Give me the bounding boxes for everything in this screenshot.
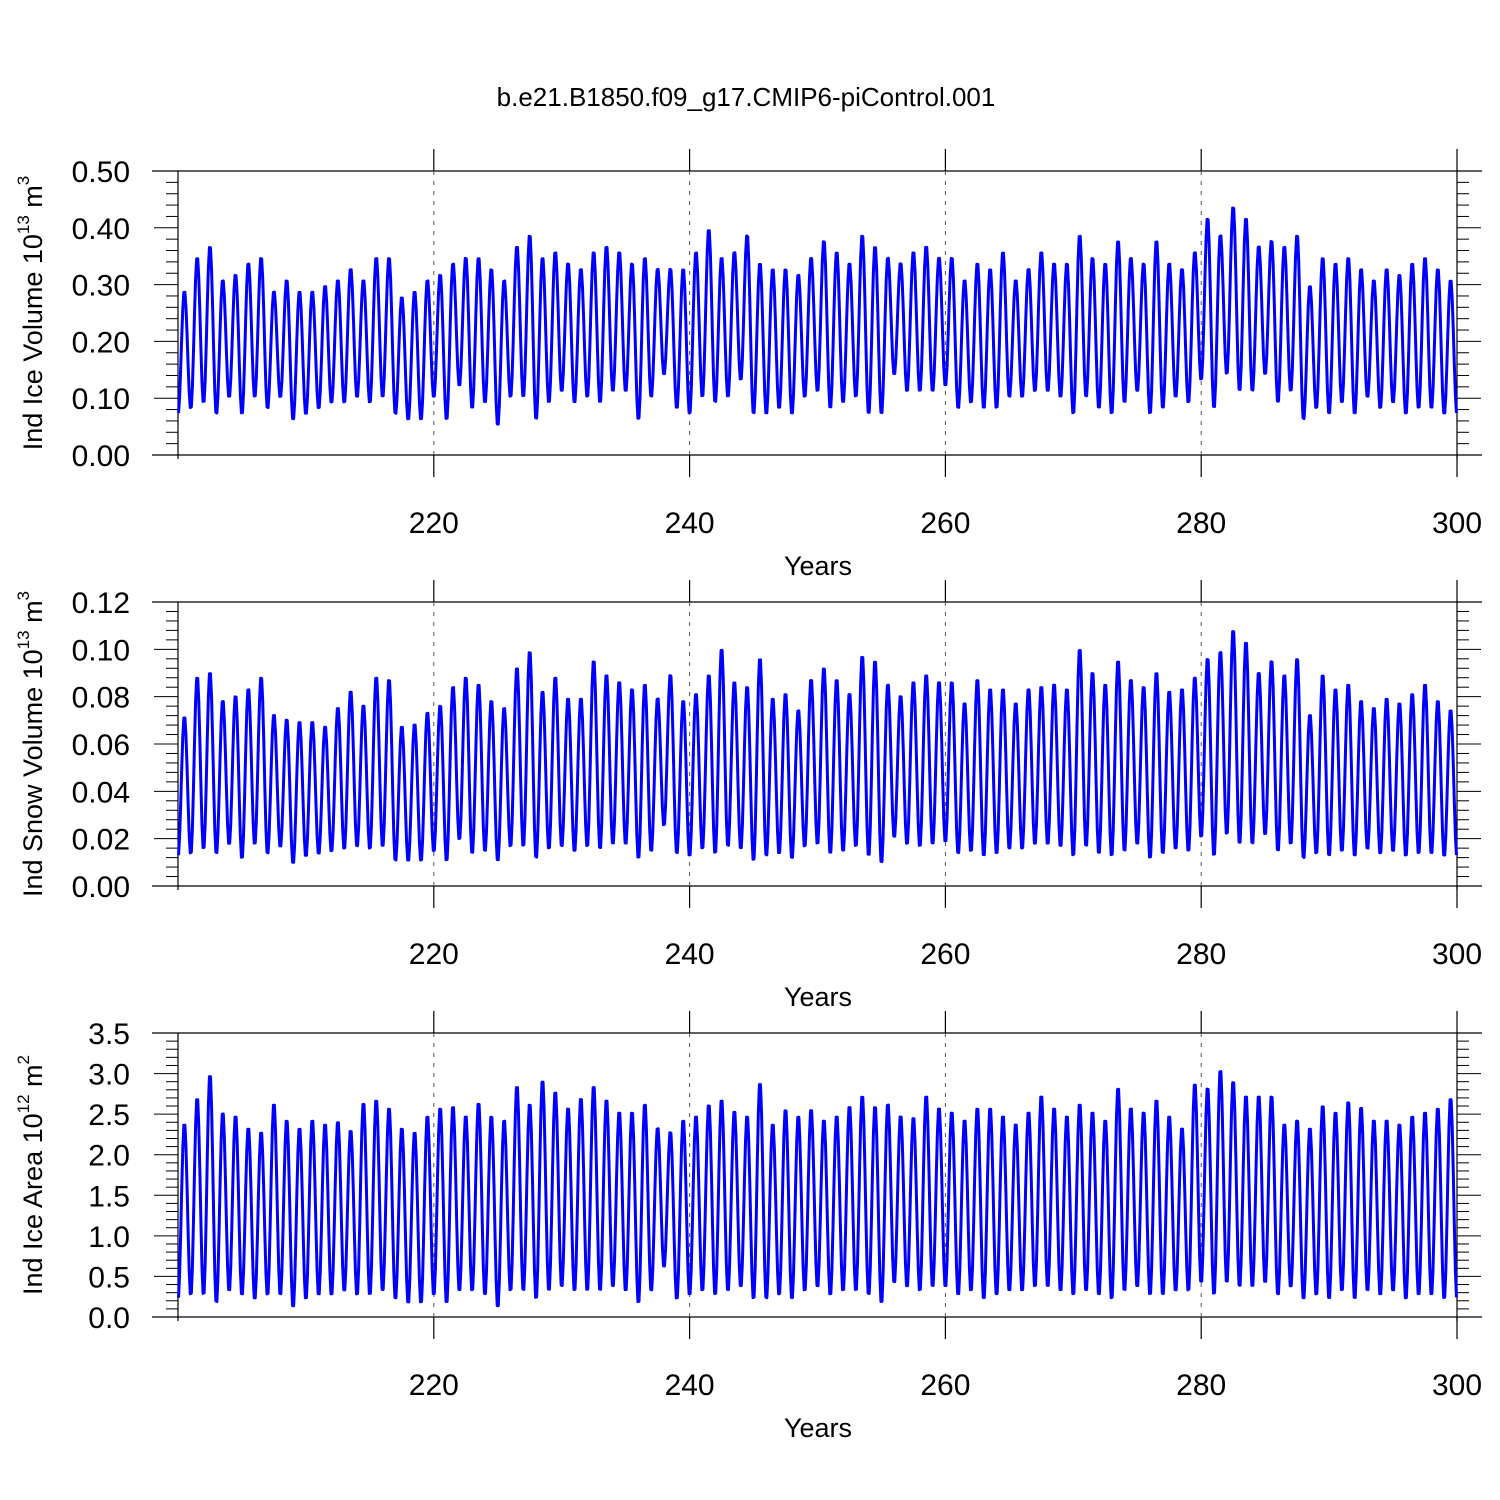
- panel-snow-volume: 0.00 0.02 0.04 0.06 0.08 0.10 0.12 220 240 260 280…: [14, 580, 1482, 1012]
- x-tick-label: 260: [920, 507, 970, 540]
- y-tick-label: 2.0: [88, 1140, 130, 1173]
- y-tick-label: 3.0: [88, 1059, 130, 1092]
- x-axis-label: Years: [784, 1413, 852, 1443]
- y-tick-label: 0.20: [72, 326, 130, 359]
- x-tick-label: 220: [409, 938, 459, 971]
- y-tick-label: 0.10: [72, 383, 130, 416]
- series-line-snow-volume: [177, 630, 1458, 864]
- x-tick-label: 300: [1432, 1369, 1482, 1402]
- panel-ice-area: 0.0 0.5 1.0 1.5 2.0 2.5 3.0 3.5 220 240 260 280 300 Y…: [14, 1011, 1482, 1443]
- y-tick-label: 0.00: [72, 871, 130, 904]
- x-axis-label: Years: [784, 551, 852, 581]
- x-tick-label: 240: [665, 1369, 715, 1402]
- x-tick-label: 260: [920, 938, 970, 971]
- y-tick-label: 0.02: [72, 824, 130, 857]
- x-tick-label: 260: [920, 1369, 970, 1402]
- x-tick-label: 300: [1432, 507, 1482, 540]
- panel-ice-volume: 0.00 0.10 0.20 0.30 0.40 0.50 220 240 260 280 300 Y…: [14, 149, 1482, 581]
- y-tick-label: 1.0: [88, 1221, 130, 1254]
- y-tick-label: 3.5: [88, 1018, 130, 1051]
- y-tick-label: 0.30: [72, 270, 130, 303]
- y-tick-label: 0.06: [72, 729, 130, 762]
- y-tick-label: 0.10: [72, 634, 130, 667]
- y-tick-label: 2.5: [88, 1099, 130, 1132]
- y-axis-label: Ind Ice Area 1012 m2: [14, 1055, 48, 1295]
- series-line-ice-area: [177, 1070, 1458, 1308]
- x-tick-label: 300: [1432, 938, 1482, 971]
- x-tick-label: 220: [409, 1369, 459, 1402]
- x-tick-label: 240: [665, 507, 715, 540]
- y-tick-label: 1.5: [88, 1180, 130, 1213]
- x-axis-label: Years: [784, 982, 852, 1012]
- y-tick-label: 0.40: [72, 213, 130, 246]
- y-tick-label: 0.04: [72, 776, 130, 809]
- y-axis-label: Ind Ice Volume 1013 m3: [14, 176, 48, 451]
- y-tick-label: 0.00: [72, 440, 130, 473]
- y-tick-label: 0.5: [88, 1261, 130, 1294]
- y-axis-label: Ind Snow Volume 1013 m3: [14, 591, 48, 897]
- y-tick-label: 0.0: [88, 1302, 130, 1335]
- x-tick-label: 220: [409, 507, 459, 540]
- x-tick-label: 240: [665, 938, 715, 971]
- y-tick-label: 0.08: [72, 682, 130, 715]
- x-tick-label: 280: [1176, 507, 1226, 540]
- y-tick-label: 0.50: [72, 156, 130, 189]
- series-line-ice-volume: [177, 206, 1458, 426]
- y-tick-label: 0.12: [72, 587, 130, 620]
- x-tick-label: 280: [1176, 938, 1226, 971]
- x-tick-label: 280: [1176, 1369, 1226, 1402]
- chart-title: b.e21.B1850.f09_g17.CMIP6-piControl.001: [497, 82, 996, 112]
